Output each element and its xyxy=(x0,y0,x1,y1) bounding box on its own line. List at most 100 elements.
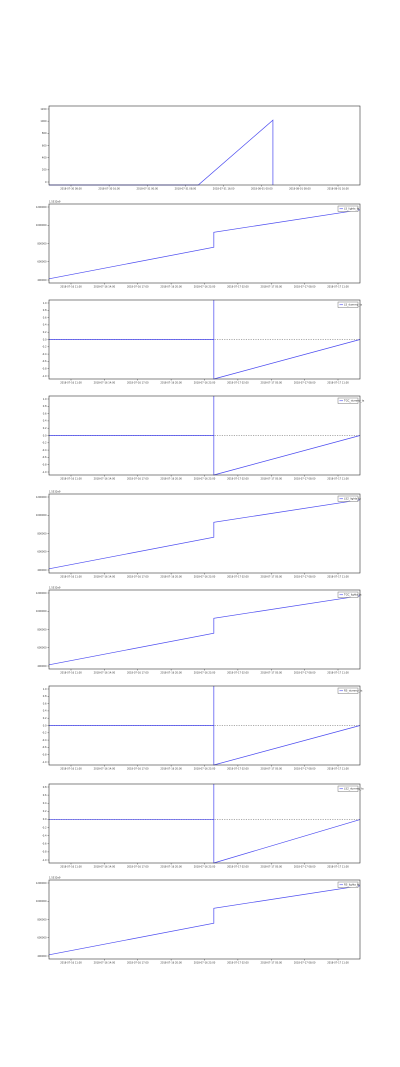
y-tick-label: 1000000 xyxy=(36,900,47,903)
y-tick-label: 1000000 xyxy=(36,224,47,227)
x-tick-label: 2018-07-17 02:00 xyxy=(227,286,249,289)
y-tick-label: -0.6 xyxy=(42,456,47,459)
x-tick-label: 2018-07-31 16:00 xyxy=(213,188,235,191)
x-tick-label: 2018-07-16 20:00 xyxy=(160,576,182,579)
x-tick-label: 2018-07-16 20:00 xyxy=(160,478,182,481)
series-line-1 xyxy=(49,396,361,476)
x-tick-label: 2018-07-16 11:00 xyxy=(60,962,82,965)
axes-frame xyxy=(48,493,361,574)
x-tick-label: 2018-07-16 20:00 xyxy=(160,286,182,289)
x-tick-label: 2018-07-16 14:00 xyxy=(94,382,116,385)
x-tick-label: 2018-07-16 23:00 xyxy=(194,672,216,675)
y-tick-label: 0.0 xyxy=(43,338,47,341)
x-tick-label: 2018-07-16 17:00 xyxy=(127,962,149,965)
x-tick-label: 2018-07-16 20:00 xyxy=(160,962,182,965)
x-tick-label: 2018-07-17 08:00 xyxy=(294,478,316,481)
x-tick-label: 2018-07-16 17:00 xyxy=(127,672,149,675)
y-tick-label: 0.8 xyxy=(43,405,47,408)
axis-offset-label: 1.5532e9 xyxy=(49,201,61,204)
y-tick-label: 600000 xyxy=(37,261,47,264)
y-tick-label: 400000 xyxy=(37,955,47,958)
x-tick-label: 2018-07-16 17:00 xyxy=(127,576,149,579)
y-tick-label: -0.4 xyxy=(42,353,47,356)
y-tick-label: -1.0 xyxy=(42,761,47,764)
series-line-1 xyxy=(48,209,361,280)
x-tick-label: 2018-07-17 05:00 xyxy=(260,478,282,481)
x-tick-label: 2018-07-16 11:00 xyxy=(60,672,82,675)
x-tick-label: 2018-07-16 11:00 xyxy=(60,576,82,579)
x-tick-label: 2018-07-16 17:00 xyxy=(127,286,149,289)
x-tick-label: 2018-08-01 00:00 xyxy=(251,188,273,191)
axes-frame xyxy=(48,105,361,186)
y-tick-label: 1200000 xyxy=(36,206,47,209)
x-tick-label: 2018-07-16 17:00 xyxy=(127,382,149,385)
legend: RS_lights_ts xyxy=(337,881,360,888)
x-tick-label: 2018-07-16 17:00 xyxy=(127,866,149,869)
y-tick-label: 800000 xyxy=(37,242,47,245)
y-tick-label: 0.8 xyxy=(43,786,47,789)
series-line-1 xyxy=(48,885,361,956)
legend-label: LS_dummy_ts xyxy=(344,303,363,307)
legend-label: TGC_dummy_ts xyxy=(344,399,365,403)
chart-panel-1: 1200 1000 800 600 400 200 0 2018-07-30 08:00 201… xyxy=(40,105,361,191)
y-tick-label: -0.6 xyxy=(42,360,47,363)
legend: LS2_lights_ts xyxy=(337,495,361,502)
chart-panel-8: 0.8 0.6 0.4 0.2 0.0 -0.2 -0.4 -0.6 -0.8 -1.0 2018-… xyxy=(42,783,364,869)
y-tick-label: 1200000 xyxy=(36,592,47,595)
x-tick-label: 2018-07-17 05:00 xyxy=(260,286,282,289)
y-tick-label: 800 xyxy=(42,132,47,135)
x-tick-label: 2018-07-16 14:00 xyxy=(94,576,116,579)
y-tick-label: 600000 xyxy=(37,647,47,650)
chart-panel-2: 1200000 1000000 800000 600000 400000 2018-07-… xyxy=(36,201,361,289)
y-tick-label: 0.6 xyxy=(43,316,47,319)
y-tick-label: -0.2 xyxy=(42,826,47,829)
y-tick-label: 0.2 xyxy=(43,810,47,813)
y-tick-label: 1000000 xyxy=(36,514,47,517)
y-tick-label: 0.4 xyxy=(43,420,47,423)
y-tick-label: -0.2 xyxy=(42,442,47,445)
y-tick-label: 0.4 xyxy=(43,710,47,713)
x-tick-label: 2018-07-17 11:00 xyxy=(327,768,349,771)
y-tick-label: 1200000 xyxy=(36,496,47,499)
x-tick-label: 2018-07-16 20:00 xyxy=(160,382,182,385)
legend: LS_dummy_ts xyxy=(337,301,363,308)
x-tick-label: 2018-07-16 14:00 xyxy=(94,286,116,289)
x-tick-label: 2018-07-17 11:00 xyxy=(327,962,349,965)
x-tick-label: 2018-07-17 02:00 xyxy=(227,478,249,481)
y-tick-label: 0.4 xyxy=(43,324,47,327)
y-tick-label: -0.2 xyxy=(42,732,47,735)
x-tick-label: 2018-07-17 08:00 xyxy=(294,768,316,771)
chart-panel-4: 1.0 0.8 0.6 0.4 0.2 0.0 -0.2 -0.4 -0.6 -0.8 -1.0 20… xyxy=(42,395,365,481)
y-tick-label: 0.6 xyxy=(43,794,47,797)
x-tick-label: 2018-07-17 02:00 xyxy=(227,672,249,675)
x-tick-label: 2018-07-16 17:00 xyxy=(127,768,149,771)
x-tick-label: 2018-07-17 08:00 xyxy=(294,962,316,965)
x-tick-label: 2018-07-17 08:00 xyxy=(294,576,316,579)
series-line-1 xyxy=(48,499,361,570)
x-tick-label: 2018-07-16 20:00 xyxy=(160,866,182,869)
x-tick-label: 2018-07-30 08:00 xyxy=(60,188,82,191)
x-tick-label: 2018-07-16 11:00 xyxy=(60,286,82,289)
y-tick-label: 600000 xyxy=(37,551,47,554)
y-tick-label: -0.6 xyxy=(42,746,47,749)
chart-panel-9: 1200000 1000000 800000 600000 400000 2018-07-… xyxy=(36,877,361,965)
y-tick-label: 1.0 xyxy=(43,688,47,691)
y-tick-label: 400000 xyxy=(37,569,47,572)
y-tick-label: -0.4 xyxy=(42,739,47,742)
x-tick-label: 2018-07-16 11:00 xyxy=(60,382,82,385)
x-tick-label: 2018-07-17 08:00 xyxy=(294,286,316,289)
y-tick-label: 400 xyxy=(42,156,47,159)
y-tick-label: 0 xyxy=(45,181,47,184)
legend: RS_dummy_ts xyxy=(337,687,363,694)
y-tick-label: 1.0 xyxy=(43,302,47,305)
y-tick-label: 0.6 xyxy=(43,412,47,415)
chart-panel-5: 1200000 1000000 800000 600000 400000 2018-07-… xyxy=(36,491,362,579)
y-tick-label: 200 xyxy=(42,169,47,172)
x-tick-label: 2018-07-16 23:00 xyxy=(194,866,216,869)
x-tick-label: 2018-07-31 08:00 xyxy=(175,188,197,191)
y-tick-label: 0.8 xyxy=(43,309,47,312)
y-tick-label: -0.8 xyxy=(42,851,47,854)
legend-label: TGC_lights_ts xyxy=(344,593,362,597)
x-tick-label: 2018-07-16 14:00 xyxy=(94,478,116,481)
axes-frame xyxy=(48,203,361,284)
